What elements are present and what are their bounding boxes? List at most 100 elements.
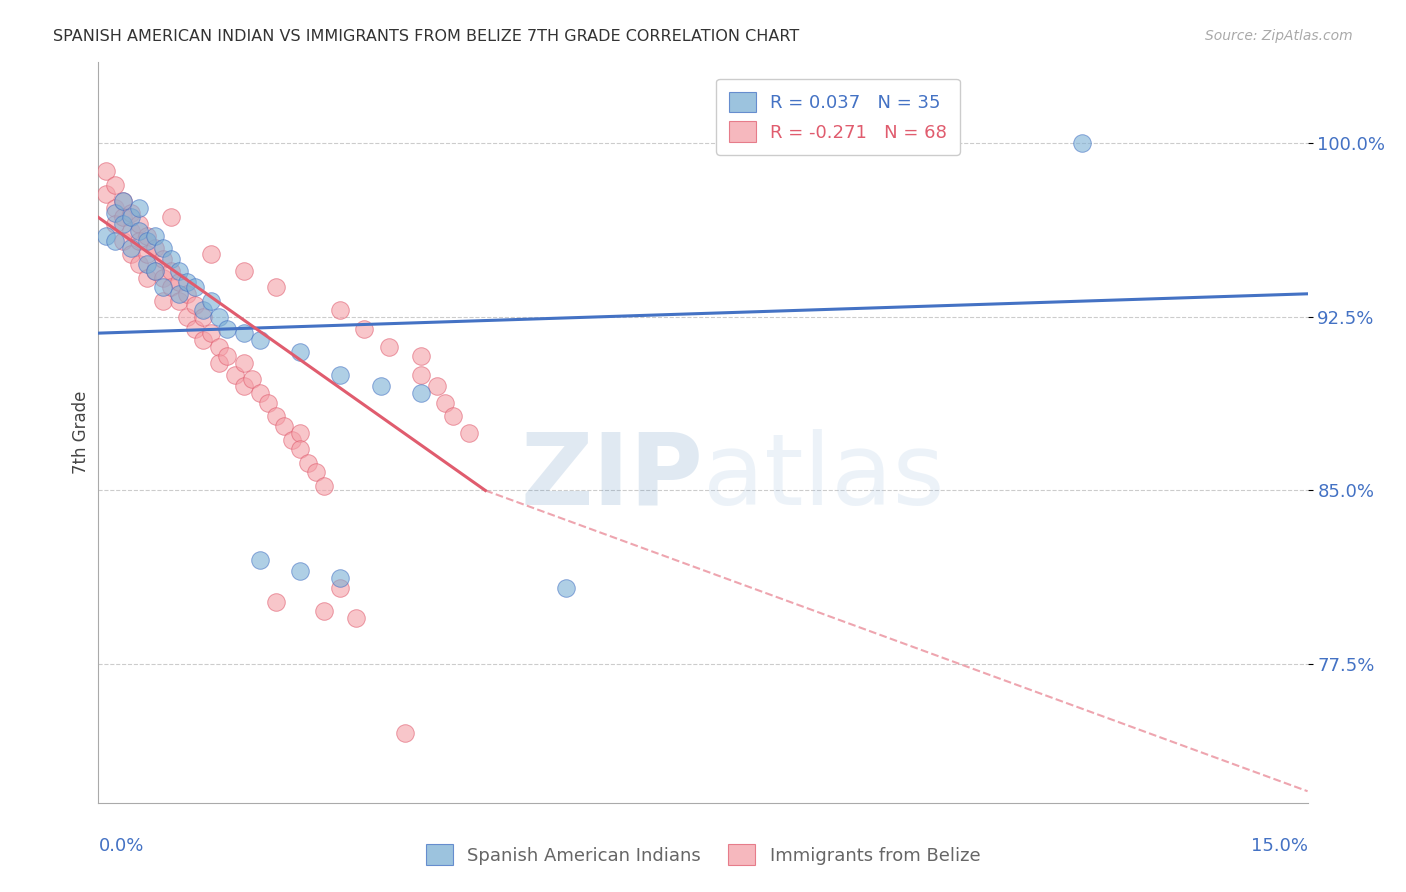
Point xyxy=(193,310,215,324)
Point xyxy=(96,164,118,178)
Point xyxy=(232,326,254,340)
Point xyxy=(160,280,183,294)
Point xyxy=(314,604,336,618)
Point xyxy=(249,553,271,567)
Point xyxy=(458,425,481,440)
Point xyxy=(329,581,352,595)
Point xyxy=(264,280,287,294)
Point xyxy=(264,409,287,424)
Legend: R = 0.037   N = 35, R = -0.271   N = 68: R = 0.037 N = 35, R = -0.271 N = 68 xyxy=(716,78,960,155)
Point xyxy=(160,252,183,266)
Point xyxy=(441,409,464,424)
Text: 15.0%: 15.0% xyxy=(1250,837,1308,855)
Point xyxy=(120,224,142,238)
Point xyxy=(120,206,142,220)
Point xyxy=(240,372,263,386)
Point xyxy=(128,257,150,271)
Point xyxy=(193,303,215,318)
Point xyxy=(176,275,198,289)
Point xyxy=(167,286,190,301)
Point xyxy=(264,594,287,608)
Point xyxy=(314,479,336,493)
Point xyxy=(344,610,367,624)
Point xyxy=(353,321,375,335)
Point xyxy=(152,280,174,294)
Point xyxy=(224,368,246,382)
Point xyxy=(249,333,271,347)
Point xyxy=(143,240,166,254)
Point xyxy=(152,252,174,266)
Point xyxy=(232,356,254,370)
Point xyxy=(200,293,222,308)
Point xyxy=(193,333,215,347)
Point xyxy=(273,418,295,433)
Point xyxy=(96,229,118,244)
Point xyxy=(167,275,190,289)
Point xyxy=(184,280,207,294)
Point xyxy=(176,310,198,324)
Point xyxy=(160,211,183,225)
Point xyxy=(103,206,125,220)
Point xyxy=(111,194,134,209)
Point xyxy=(297,456,319,470)
Point xyxy=(200,247,222,261)
Point xyxy=(281,433,304,447)
Point xyxy=(135,270,157,285)
Point xyxy=(434,395,457,409)
Point xyxy=(217,321,239,335)
Point xyxy=(288,425,311,440)
Text: Source: ZipAtlas.com: Source: ZipAtlas.com xyxy=(1205,29,1353,43)
Point xyxy=(152,293,174,308)
Point xyxy=(184,321,207,335)
Point xyxy=(135,229,157,244)
Point xyxy=(135,247,157,261)
Point xyxy=(409,368,432,382)
Point xyxy=(135,257,157,271)
Point xyxy=(208,340,231,354)
Point xyxy=(96,187,118,202)
Point xyxy=(256,395,278,409)
Point xyxy=(103,218,125,232)
Point xyxy=(111,194,134,209)
Point xyxy=(135,234,157,248)
Point xyxy=(184,298,207,312)
Point xyxy=(111,211,134,225)
Point xyxy=(111,234,134,248)
Point xyxy=(176,286,198,301)
Point xyxy=(120,240,142,254)
Text: atlas: atlas xyxy=(703,428,945,525)
Point xyxy=(128,224,150,238)
Point xyxy=(128,201,150,215)
Point xyxy=(377,340,399,354)
Point xyxy=(152,240,174,254)
Point xyxy=(167,263,190,277)
Point xyxy=(329,303,352,318)
Text: ZIP: ZIP xyxy=(520,428,703,525)
Point xyxy=(409,349,432,363)
Point xyxy=(288,344,311,359)
Point xyxy=(232,379,254,393)
Point xyxy=(232,263,254,277)
Point xyxy=(217,349,239,363)
Point xyxy=(103,201,125,215)
Point xyxy=(1070,136,1092,151)
Text: 0.0%: 0.0% xyxy=(98,837,143,855)
Point xyxy=(394,726,416,740)
Point xyxy=(329,571,352,585)
Point xyxy=(167,293,190,308)
Point xyxy=(208,356,231,370)
Point xyxy=(103,234,125,248)
Point xyxy=(288,565,311,579)
Point xyxy=(555,581,578,595)
Point xyxy=(120,211,142,225)
Point xyxy=(208,310,231,324)
Legend: Spanish American Indians, Immigrants from Belize: Spanish American Indians, Immigrants fro… xyxy=(419,837,987,872)
Point xyxy=(128,218,150,232)
Point xyxy=(288,442,311,456)
Point xyxy=(143,263,166,277)
Point xyxy=(409,386,432,401)
Point xyxy=(103,178,125,192)
Point xyxy=(128,234,150,248)
Y-axis label: 7th Grade: 7th Grade xyxy=(72,391,90,475)
Point xyxy=(152,270,174,285)
